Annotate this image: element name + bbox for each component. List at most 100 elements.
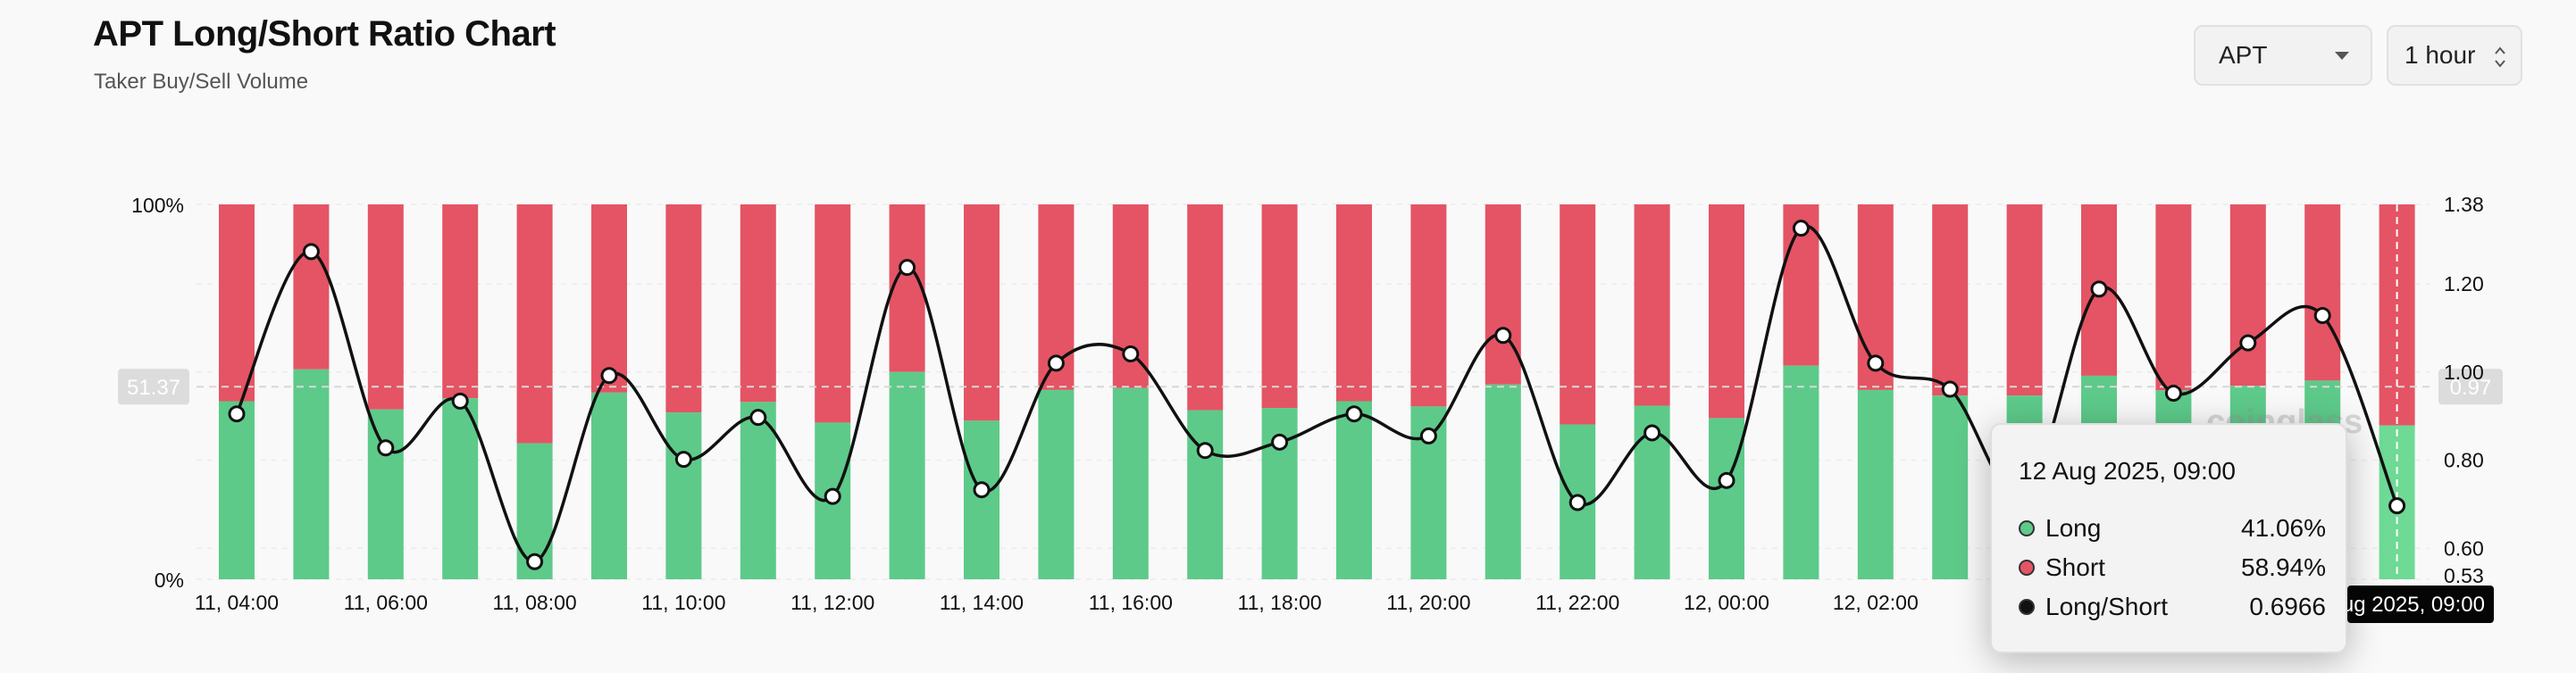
short-bar <box>1187 204 1224 411</box>
ratio-point <box>1718 471 1735 489</box>
ratio-point <box>1047 354 1065 372</box>
tooltip-row-ratio: Long/Short 0.6966 <box>2019 593 2326 621</box>
ratio-point <box>1494 327 1512 345</box>
x-tick-label: 11, 10:00 <box>641 591 725 614</box>
right-tick: 0.60 <box>2444 536 2484 560</box>
left-axis: 100% 0% <box>131 194 184 592</box>
x-tick-label: 12, 00:00 <box>1684 591 1769 614</box>
ratio-point <box>2388 497 2406 515</box>
long-bar <box>442 398 479 579</box>
short-bar <box>293 204 330 370</box>
long-bar <box>1187 410 1224 579</box>
x-axis-hover-badge: 12 Aug 2025, 09:00 <box>2347 586 2494 623</box>
right-tick: 0.80 <box>2444 449 2484 472</box>
x-tick-label: 11, 18:00 <box>1237 591 1321 614</box>
crosshair-right-badge <box>2438 369 2503 405</box>
long-bar <box>367 409 404 579</box>
x-tick-label: 12, 02:00 <box>1833 591 1919 614</box>
tooltip-row-short: Short 58.94% <box>2019 553 2326 582</box>
short-bar <box>1410 204 1447 407</box>
short-bar <box>665 204 702 413</box>
ratio-point <box>899 259 916 277</box>
right-tick: 0.53 <box>2444 564 2484 587</box>
short-bar <box>1485 204 1521 385</box>
ratio-point <box>2239 334 2257 352</box>
ratio-point <box>2313 307 2331 325</box>
ratio-dot-icon <box>2019 598 2035 615</box>
short-bar <box>2304 204 2341 381</box>
tooltip-ratio-value: 0.6966 <box>2249 593 2326 620</box>
long-bar <box>964 420 999 579</box>
short-bar <box>2379 204 2415 426</box>
ratio-point <box>1941 380 1959 398</box>
ratio-point <box>377 439 395 457</box>
long-bar <box>293 369 330 579</box>
ratio-point <box>1122 345 1140 363</box>
page-subtitle: Taker Buy/Sell Volume <box>94 70 309 94</box>
long-bar <box>740 402 776 579</box>
short-bar <box>815 204 851 423</box>
page-title: APT Long/Short Ratio Chart <box>93 14 556 54</box>
short-bar <box>1932 204 1969 396</box>
x-tick-label: 11, 20:00 <box>1386 591 1470 614</box>
ratio-point <box>302 243 320 261</box>
ratio-point <box>674 451 692 469</box>
tooltip-short-value: 58.94% <box>2241 553 2326 581</box>
ratio-points <box>228 220 2406 570</box>
ratio-point <box>973 481 991 499</box>
short-bar <box>1560 204 1596 425</box>
x-tick-label: 11, 12:00 <box>790 591 874 614</box>
long-bar <box>1932 395 1969 579</box>
short-bar <box>1261 204 1298 409</box>
long-bar <box>1857 389 1894 579</box>
ratio-point <box>1271 433 1289 451</box>
long-bar <box>1485 384 1521 579</box>
tooltip-long-value: 41.06% <box>2241 514 2326 542</box>
long-bar <box>591 392 627 579</box>
chevron-down-icon <box>2335 52 2349 60</box>
short-bar <box>889 204 925 372</box>
right-tick: 1.38 <box>2444 193 2484 216</box>
long-bar <box>1336 401 1372 579</box>
long-bar <box>665 412 702 579</box>
tooltip-long-label: Long <box>2045 514 2102 542</box>
short-bar <box>2155 204 2192 391</box>
up-down-arrows-icon <box>2495 46 2505 68</box>
grid-lines <box>197 204 2430 580</box>
left-tick-bottom: 0% <box>155 569 184 592</box>
short-dot-icon <box>2019 559 2035 576</box>
short-bar <box>2229 204 2266 386</box>
short-bar <box>516 204 553 444</box>
long-dot-icon <box>2019 519 2035 536</box>
ratio-point <box>451 392 469 410</box>
x-axis: 11, 04:00 11, 06:00 11, 08:00 11, 10:00 11, … <box>195 591 1919 614</box>
right-axis: 0.53 0.60 0.80 1.00 1.20 1.38 <box>2444 193 2484 587</box>
ratio-point <box>1196 442 1214 460</box>
x-tick-label: 11, 22:00 <box>1535 591 1619 614</box>
tooltip-ratio-label: Long/Short <box>2045 593 2168 620</box>
long-bar <box>1112 387 1149 579</box>
interval-select[interactable]: 1 hour <box>2387 25 2522 86</box>
ratio-point <box>1345 405 1363 423</box>
ratio-point <box>2090 280 2108 298</box>
x-tick-label: 11, 08:00 <box>492 591 576 614</box>
x-tick-label: 11, 04:00 <box>195 591 279 614</box>
right-tick: 1.20 <box>2444 272 2484 295</box>
tooltip: 12 Aug 2025, 09:00 Long 41.06% Short 58.… <box>1990 423 2347 653</box>
short-bar <box>1709 204 1744 419</box>
right-tick: 1.00 <box>2444 361 2484 384</box>
short-bar <box>740 204 776 403</box>
long-bar <box>219 401 255 579</box>
ratio-point <box>600 367 618 385</box>
asset-select[interactable]: APT <box>2194 25 2372 86</box>
crosshair: 51.37 0.97 <box>118 204 2503 579</box>
ratio-point <box>1568 494 1586 511</box>
ratio-point <box>1867 354 1885 372</box>
crosshair-left-badge <box>118 369 189 405</box>
short-bar <box>591 204 627 393</box>
short-bar <box>367 204 404 410</box>
crosshair-right-label: 0.97 <box>2450 376 2492 400</box>
ratio-point <box>228 405 246 423</box>
short-bar <box>964 204 999 421</box>
short-bar <box>1336 204 1372 402</box>
